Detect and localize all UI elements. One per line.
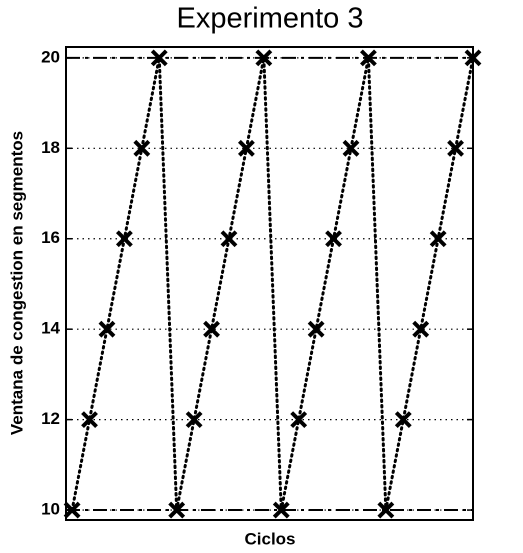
x-axis-label: Ciclos [244, 529, 295, 548]
marker [150, 49, 168, 67]
chart-title: Experimento 3 [177, 3, 364, 35]
marker [447, 139, 464, 157]
marker [464, 49, 482, 67]
y-tick-label: 14 [41, 319, 60, 338]
marker [63, 501, 81, 519]
series-line [70, 56, 475, 512]
marker [360, 49, 377, 67]
marker [290, 411, 308, 429]
y-axis-label: Ventana de congestion en segmentos [7, 131, 26, 435]
plot-frame [65, 46, 474, 521]
marker [342, 139, 360, 157]
y-tick-label: 12 [41, 409, 60, 428]
marker [185, 411, 203, 429]
y-tick-label: 18 [41, 138, 60, 157]
marker [412, 320, 430, 338]
marker [272, 501, 290, 519]
y-tick-label: 10 [41, 500, 60, 519]
marker [98, 320, 116, 338]
marker [394, 411, 412, 429]
y-tick-label: 16 [41, 228, 60, 247]
y-tick-label: 20 [41, 47, 60, 66]
marker [203, 320, 220, 338]
marker [115, 230, 133, 248]
marker [237, 139, 255, 157]
marker [429, 230, 447, 248]
marker [377, 501, 395, 519]
marker [133, 139, 151, 157]
marker [307, 320, 325, 338]
marker [168, 501, 186, 519]
marker [81, 411, 98, 429]
marker [255, 49, 273, 67]
marker [325, 230, 342, 248]
marker [220, 230, 238, 248]
